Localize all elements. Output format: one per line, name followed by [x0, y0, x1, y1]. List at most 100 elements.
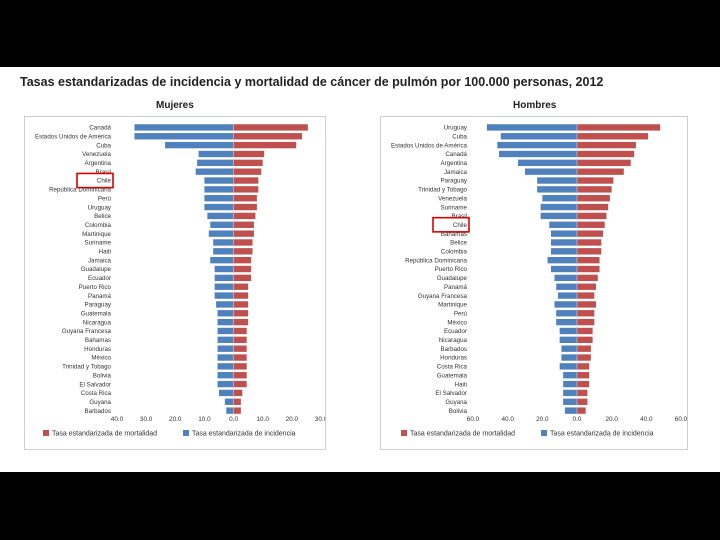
bar-mortalidad [233, 372, 247, 379]
highlight-box [76, 172, 114, 189]
bar-incidencia [213, 239, 234, 246]
bar-incidencia [214, 292, 234, 299]
category-label: Perú [98, 195, 112, 202]
category-label: Guatemala [81, 310, 112, 317]
bar-mortalidad [233, 407, 241, 414]
category-label: Honduras [440, 355, 467, 362]
x-tick-label: 10.0 [256, 416, 269, 423]
category-label: Trinidad y Tobago [62, 364, 111, 371]
bar-incidencia [204, 177, 234, 184]
bar-mortalidad [577, 301, 597, 308]
bar-mortalidad [577, 159, 631, 167]
category-label: Brasil [96, 169, 111, 176]
bar-incidencia [207, 212, 234, 220]
bar-mortalidad [577, 407, 586, 414]
bar-incidencia [542, 195, 577, 202]
category-label: Paraguay [441, 178, 468, 185]
category-label: Uruguay [444, 125, 468, 132]
chart-title-mujeres: Mujeres [156, 100, 194, 111]
bar-incidencia [204, 195, 234, 202]
category-label: El Salvador [79, 381, 111, 388]
bar-mortalidad [577, 248, 602, 255]
bar-mortalidad [577, 177, 614, 184]
category-label: Panamá [444, 284, 468, 291]
bar-mortalidad [233, 141, 297, 149]
bar-mortalidad [577, 203, 609, 211]
x-tick-label: 40.0 [501, 416, 514, 423]
bar-incidencia [561, 354, 577, 361]
bar-incidencia [563, 398, 577, 405]
category-label: Bolivia [449, 408, 468, 415]
bar-mortalidad [233, 239, 253, 246]
x-tick-label: 10.0 [198, 416, 211, 423]
legend-label-mortalidad: Tasa estandarizada de mortalidad [52, 431, 157, 438]
legend-swatch-incidencia [183, 430, 189, 436]
x-tick-label: 20.0 [286, 416, 299, 423]
category-label: Haiti [99, 249, 111, 256]
category-label: Chile [97, 178, 112, 185]
bar-mortalidad [233, 256, 252, 264]
bar-incidencia [217, 372, 234, 379]
bar-mortalidad [577, 354, 591, 361]
bar-incidencia [208, 230, 234, 237]
category-label: República Dominicana [405, 257, 467, 264]
bar-incidencia [217, 354, 234, 361]
bar-incidencia [134, 133, 234, 140]
bar-mortalidad [577, 256, 600, 264]
bar-incidencia [537, 177, 577, 184]
bar-incidencia [540, 203, 577, 211]
bar-mortalidad [577, 133, 649, 140]
category-label: Guadalupe [81, 266, 112, 273]
category-label: Martinique [438, 302, 467, 309]
category-label: Brasil [452, 213, 467, 220]
category-label: Haiti [455, 381, 467, 388]
bar-mortalidad [233, 318, 249, 326]
category-label: República Dominicana [49, 187, 111, 194]
legend-swatch-mortalidad [401, 430, 407, 436]
x-tick-label: 60.0 [467, 416, 480, 423]
bar-incidencia [564, 407, 577, 414]
chart-panel-mujeres: Canadá Estados Unidos de América Cuba Venez… [24, 116, 328, 450]
x-tick-label: 40.0 [640, 416, 653, 423]
category-label: Argentina [441, 160, 468, 167]
bar-incidencia [134, 124, 234, 131]
category-label: Estados Unidos de América [391, 142, 468, 149]
bar-mortalidad [577, 239, 602, 246]
category-label: Venezuela [438, 195, 467, 202]
bar-mortalidad [577, 230, 603, 237]
category-label: Belice [450, 240, 467, 247]
bar-incidencia [217, 318, 234, 326]
bar-incidencia [195, 168, 234, 175]
bar-incidencia [551, 265, 577, 273]
bar-mortalidad [577, 221, 605, 228]
category-label: México [447, 319, 467, 326]
category-label: Nicaragua [439, 337, 468, 344]
bar-incidencia [525, 168, 577, 175]
bar-incidencia [217, 327, 234, 335]
bar-incidencia [559, 336, 577, 344]
bar-mortalidad [577, 150, 635, 158]
category-label: Bahamas [441, 231, 467, 238]
bar-mortalidad [233, 230, 254, 237]
legend-label-mortalidad: Tasa estandarizada de mortalidad [410, 431, 515, 438]
slide-title: Tasas estandarizadas de incidencia y mor… [20, 75, 604, 89]
category-label: Jamaica [88, 257, 112, 264]
category-label: Guyana Francesa [418, 293, 468, 300]
bar-incidencia [224, 398, 234, 405]
bar-mortalidad [233, 363, 247, 370]
bar-mortalidad [233, 345, 247, 352]
category-label: Bahamas [85, 337, 111, 344]
category-label: Canadá [445, 151, 467, 158]
bar-mortalidad [577, 274, 598, 282]
bar-incidencia [540, 212, 577, 220]
bar-mortalidad [233, 212, 256, 220]
bar-mortalidad [577, 168, 624, 175]
bar-incidencia [217, 363, 234, 370]
bar-incidencia [563, 389, 577, 397]
category-label: Chile [453, 222, 468, 229]
bar-incidencia [197, 159, 234, 167]
bar-mortalidad [233, 398, 241, 405]
bar-incidencia [217, 345, 234, 352]
